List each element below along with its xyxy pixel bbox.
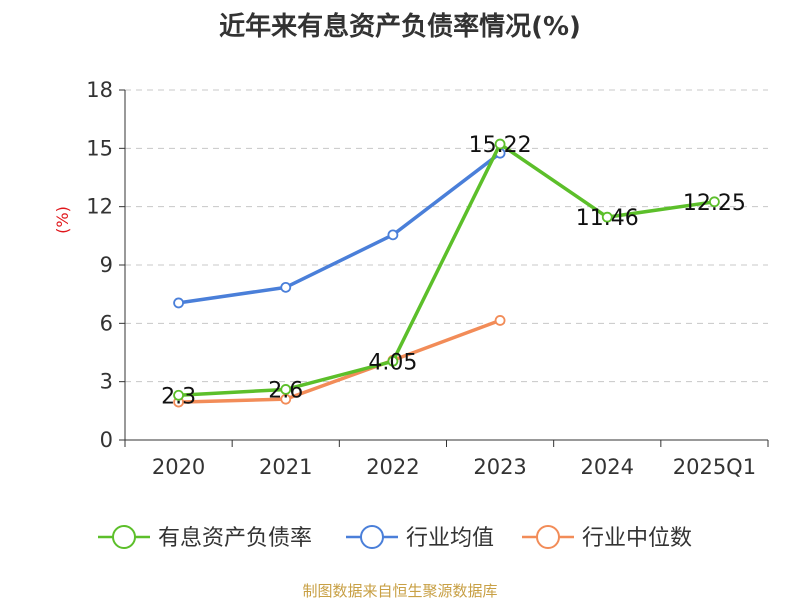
legend-label: 行业均值 (406, 526, 494, 551)
series-line (176, 318, 502, 404)
data-label: 2.3 (161, 384, 196, 409)
data-label: 2.6 (268, 378, 303, 403)
y-tick-label: 15 (86, 136, 113, 160)
y-tick-label: 18 (86, 78, 113, 102)
x-tick-label: 2025Q1 (673, 455, 756, 479)
data-point (494, 315, 506, 326)
legend-label: 有息资产负债率 (158, 526, 312, 551)
x-tick-label: 2020 (152, 455, 205, 479)
x-tick-label: 2024 (581, 455, 634, 479)
data-point (173, 297, 184, 309)
data-point (709, 196, 720, 208)
legend-marker (536, 525, 560, 549)
y-tick-label: 9 (100, 253, 113, 277)
data-label: 15.22 (469, 133, 532, 158)
data-point (387, 229, 399, 241)
source-note: 制图数据来自恒生聚源数据库 (302, 582, 498, 600)
x-tick-label: 2021 (259, 455, 312, 479)
data-label: 12.25 (683, 191, 746, 216)
y-tick-label: 12 (86, 195, 113, 219)
data-label: 4.05 (368, 350, 417, 375)
series-line (176, 151, 502, 305)
legend-marker (360, 525, 384, 549)
y-tick-label: 0 (100, 428, 113, 452)
data-point (173, 389, 184, 401)
data-point (280, 384, 292, 395)
y-tick-label: 6 (100, 311, 113, 335)
data-label: 11.46 (576, 206, 639, 231)
chart-title: 近年来有息资产负债率情况(%) (219, 12, 581, 42)
data-point (601, 211, 613, 223)
data-point (387, 355, 399, 367)
y-axis-label: (%) (53, 206, 72, 234)
data-point (494, 138, 506, 150)
x-tick-label: 2022 (366, 455, 419, 479)
y-tick-label: 3 (100, 370, 113, 394)
x-tick-label: 2023 (473, 455, 526, 479)
series-line (176, 142, 717, 398)
legend-label: 行业中位数 (582, 526, 692, 551)
data-point (280, 281, 292, 293)
legend-marker (112, 525, 136, 549)
